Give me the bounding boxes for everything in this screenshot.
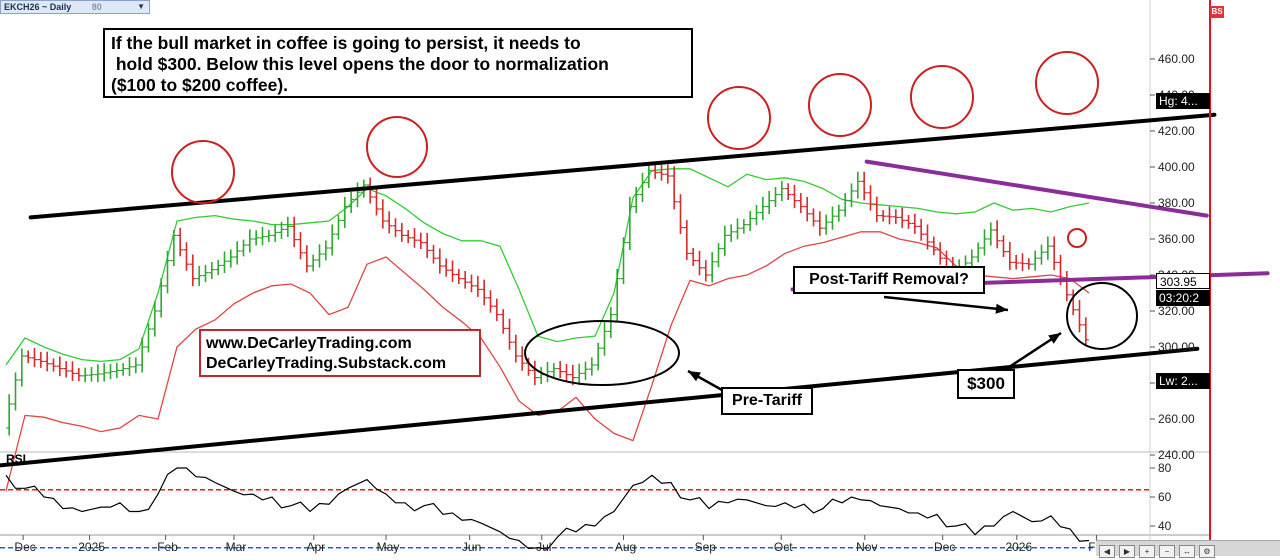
high-price-tag: Hg: 4... [1156,93,1210,109]
time-axis-label: Feb [157,540,178,554]
time-axis-label: 2025 [78,540,105,554]
time-axis-label: Apr [306,540,325,554]
bs-badge[interactable]: BS [1210,6,1224,18]
pre-tariff-annotation: Pre-Tariff [721,387,813,415]
scroll-left-icon[interactable]: ◀ [1099,545,1115,558]
time-axis-label: Jul [536,540,551,554]
price-300-arrow-head [1048,333,1061,344]
time-axis-label: Nov [856,540,877,554]
arrows-layer [687,295,1062,392]
upper-channel-line [28,112,1217,220]
rsi-line [5,467,1090,550]
rsi-axis-label: 60 [1158,490,1172,504]
price-axis-label: 360.00 [1158,232,1195,246]
post-tariff-arrow-head [995,303,1008,314]
time-axis-label: Oct [774,540,793,554]
rsi-axis-label: 80 [1158,461,1172,475]
pre-tariff-circle [524,320,680,386]
red-highlight-circle [366,116,428,178]
red-highlight-circle [707,86,771,150]
lower-channel-line [0,346,1200,468]
time-axis-label: Dec [934,540,955,554]
price-axis-label: 240.00 [1158,448,1195,462]
settings-icon[interactable]: ⚙ [1199,545,1215,558]
price-300-annotation: $300 [957,369,1015,399]
axis-layer: 460.00440.00420.00400.00380.00360.00340.… [14,0,1211,560]
time-axis-label: Sep [695,540,717,554]
rsi-layer: RSI [0,452,1150,550]
time-axis-label: 2026 [1005,540,1032,554]
price-axis-label: 400.00 [1158,160,1195,174]
zoom-in-icon[interactable]: + [1139,545,1155,558]
zoom-out-icon[interactable]: − [1159,545,1175,558]
symbol-label: EKCH26 ~ Daily [4,2,72,12]
symbol-selector[interactable]: EKCH26 ~ Daily 80 ▼ [0,0,150,14]
current-price-circle [1066,282,1138,350]
price-axis-label: 380.00 [1158,196,1195,210]
upper-band-line [5,168,1090,366]
red-highlight-circle [171,140,235,204]
price-axis-label: 420.00 [1158,124,1195,138]
price-axis-label: 300.00 [1158,340,1195,354]
post-tariff-arrow [883,295,1009,312]
price-axis-label: 260.00 [1158,412,1195,426]
post-tariff-annotation: Post-Tariff Removal? [793,266,985,294]
red-highlight-circle [910,65,974,129]
website-annotation: www.DeCarleyTrading.com DeCarleyTrading.… [199,329,481,377]
price-axis-label: 320.00 [1158,304,1195,318]
low-price-tag: Lw: 2... [1156,373,1210,389]
pre-tariff-arrow-head [688,371,701,382]
time-axis-label: Mar [226,540,247,554]
wedge-top-line [864,159,1209,218]
last-price-tag: 303.95 [1156,273,1210,289]
price-bars-layer [6,163,1089,436]
countdown-timer-tag: 03:20:2 [1156,290,1210,306]
circles-layer [171,51,1138,386]
red-highlight-circle [1067,228,1087,248]
price-axis-label: 460.00 [1158,52,1195,66]
pan-icon[interactable]: ↔ [1179,545,1195,558]
scroll-right-icon[interactable]: ▶ [1119,545,1135,558]
time-axis-label: May [377,540,400,554]
time-axis-label: Jun [462,540,481,554]
chart-scroll-controls[interactable]: ◀ ▶ + − ↔ ⚙ [1096,540,1280,558]
rsi-title: RSI [6,452,26,466]
symbol-extra: 80 [91,2,102,12]
time-axis-label: Aug [615,540,636,554]
rsi-axis-label: 40 [1158,519,1172,533]
red-highlight-circle [1035,51,1099,115]
red-highlight-circle [808,73,872,137]
time-axis-label: Dec [14,540,35,554]
chevron-down-icon[interactable]: ▼ [137,2,145,11]
headline-annotation: If the bull market in coffee is going to… [103,28,693,98]
